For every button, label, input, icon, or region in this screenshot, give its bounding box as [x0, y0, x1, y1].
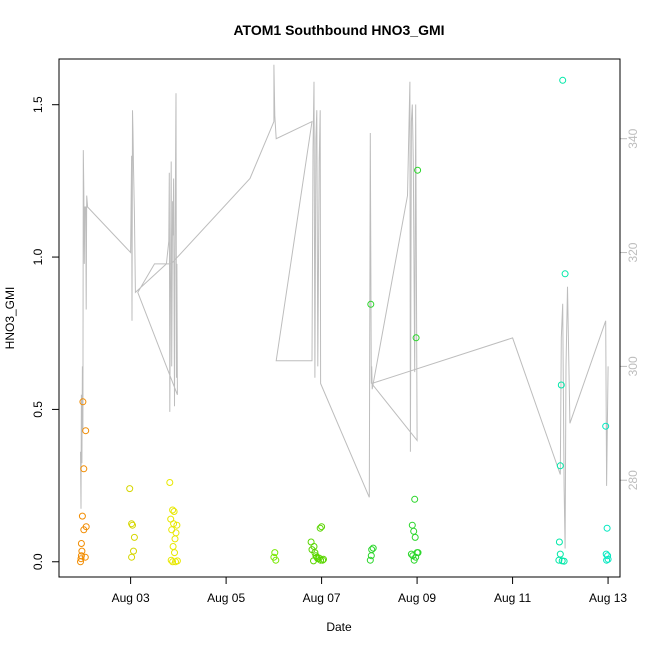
- data-point: [604, 552, 612, 560]
- data-point: [130, 533, 138, 541]
- data-point: [555, 556, 563, 564]
- y-tick-label: 1.0: [31, 248, 45, 265]
- data-point: [410, 527, 418, 535]
- data-point: [602, 422, 610, 430]
- data-point: [126, 485, 134, 493]
- data-point: [556, 550, 564, 558]
- data-point: [414, 166, 422, 174]
- y-tick-label: 0.0: [31, 553, 45, 570]
- data-point: [168, 526, 176, 534]
- data-point: [130, 547, 137, 555]
- data-point: [412, 334, 420, 342]
- axes-layer: Aug 03 Aug 05 Aug 07 Aug 09 Aug 11 Aug 13 0.0 0…: [31, 96, 640, 605]
- data-point: [410, 556, 418, 564]
- data-point: [271, 549, 279, 557]
- y2-tick-label: 320: [626, 242, 640, 262]
- data-point: [171, 549, 178, 557]
- x-tick-label: Aug 09: [398, 591, 436, 605]
- data-point: [171, 535, 179, 543]
- y2-tick-label: 340: [626, 128, 640, 148]
- y-tick-label: 1.5: [31, 96, 45, 113]
- data-point: [170, 520, 178, 528]
- data-point: [311, 549, 319, 557]
- data-point: [172, 529, 180, 537]
- temperature-line-layer: [80, 64, 609, 549]
- data-point: [169, 543, 177, 550]
- data-point: [77, 540, 85, 547]
- x-tick-label: Aug 03: [112, 591, 150, 605]
- data-point: [556, 462, 564, 470]
- data-point: [166, 479, 174, 486]
- data-point: [561, 270, 569, 278]
- data-point: [407, 550, 415, 558]
- data-point: [368, 546, 376, 554]
- data-point: [129, 521, 136, 529]
- data-point: [173, 521, 181, 529]
- data-point: [317, 556, 325, 564]
- y-axis-label: HNO3_GMI: [3, 287, 17, 350]
- data-point: [82, 523, 90, 531]
- x-axis-label: Date: [326, 620, 352, 634]
- data-point: [604, 555, 612, 563]
- data-point: [319, 556, 327, 564]
- data-point: [603, 556, 611, 564]
- plot-frame: [58, 58, 621, 578]
- series-line: [80, 64, 609, 549]
- x-tick-label: Aug 05: [207, 591, 245, 605]
- data-point: [170, 508, 178, 515]
- data-point: [318, 523, 326, 531]
- data-point: [367, 552, 375, 560]
- data-point: [559, 76, 567, 84]
- y2-tick-label: 280: [626, 470, 640, 490]
- data-point: [366, 556, 374, 564]
- data-point: [81, 553, 89, 561]
- data-point: [128, 553, 136, 561]
- data-point: [77, 552, 85, 560]
- data-point: [272, 556, 280, 564]
- data-point: [603, 524, 611, 532]
- data-point: [414, 549, 422, 557]
- y2-tick-label: 300: [626, 356, 640, 376]
- data-point: [367, 300, 375, 308]
- data-point: [411, 495, 419, 503]
- data-point: [169, 506, 177, 514]
- data-point: [555, 538, 563, 546]
- data-point: [560, 557, 568, 565]
- data-point: [557, 381, 565, 389]
- data-point: [128, 520, 136, 528]
- data-points-layer: [77, 76, 612, 566]
- data-point: [80, 465, 88, 473]
- data-point: [408, 521, 416, 529]
- data-point: [79, 398, 87, 406]
- data-point: [316, 524, 324, 532]
- data-point: [82, 427, 90, 435]
- chart-title: ATOM1 Southbound HNO3_GMI: [233, 22, 444, 38]
- data-point: [411, 533, 419, 541]
- data-point: [77, 555, 85, 563]
- data-point: [78, 512, 86, 520]
- data-point: [320, 555, 327, 563]
- data-point: [369, 544, 377, 552]
- y-tick-label: 0.5: [31, 401, 45, 418]
- data-point: [169, 558, 177, 566]
- x-tick-label: Aug 07: [303, 591, 341, 605]
- data-point: [310, 557, 317, 565]
- x-tick-label: Aug 13: [589, 591, 627, 605]
- data-point: [78, 547, 86, 555]
- x-tick-label: Aug 11: [494, 591, 531, 605]
- data-point: [173, 557, 181, 565]
